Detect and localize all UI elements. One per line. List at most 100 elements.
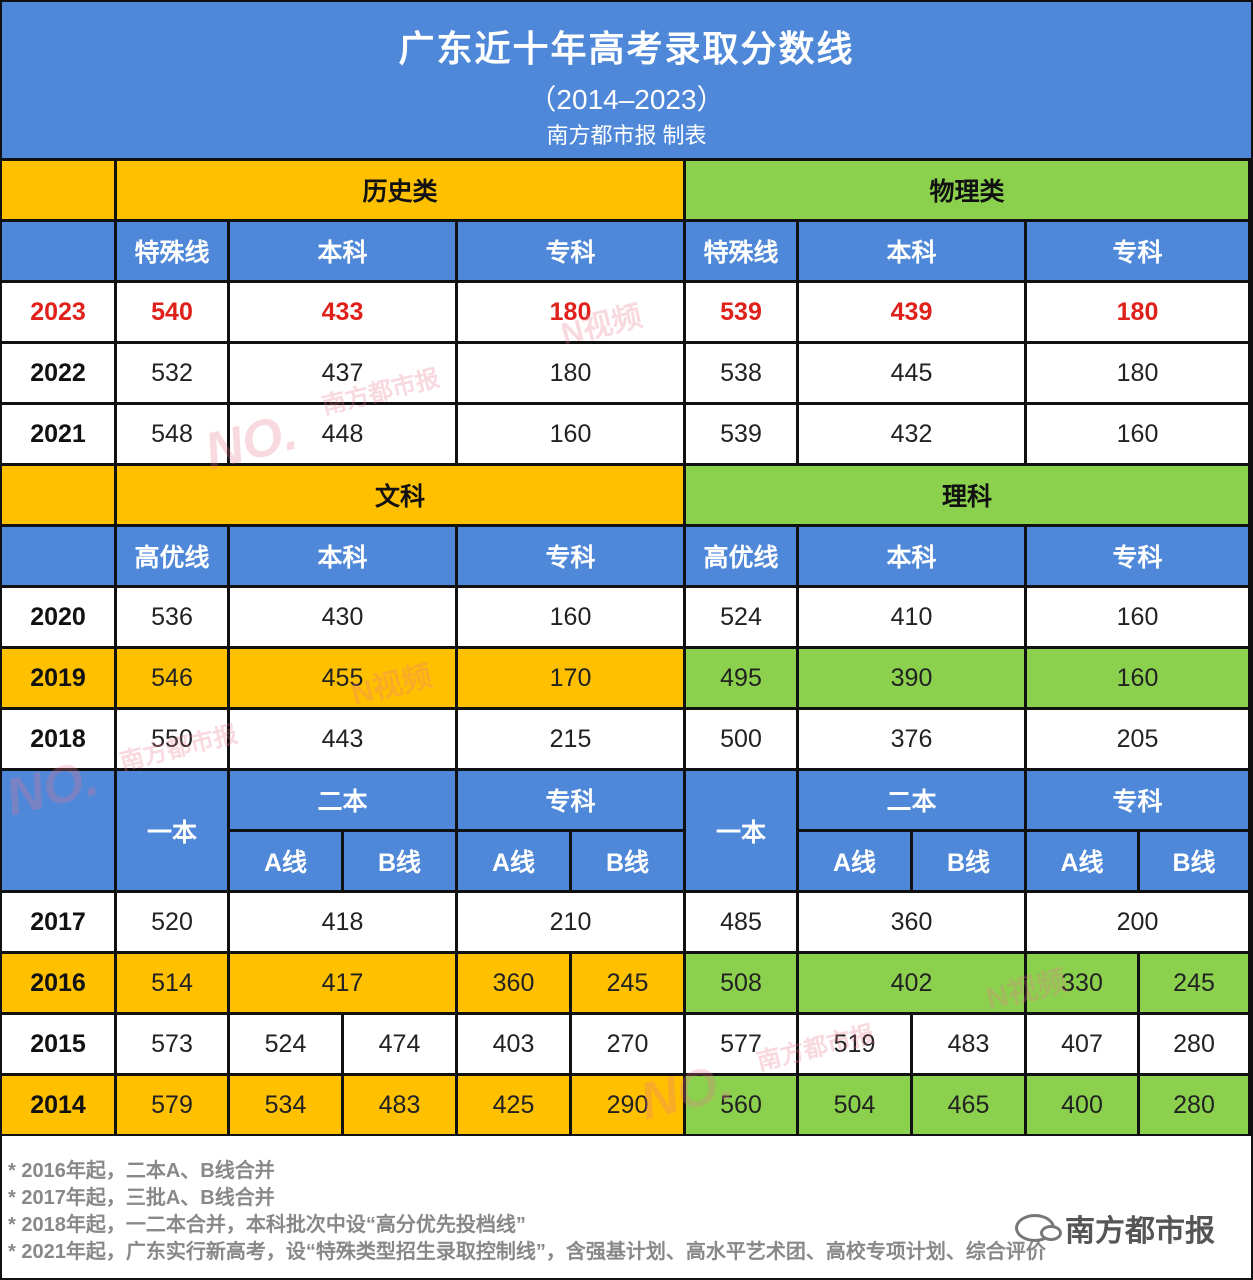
score-cell: 417 bbox=[230, 954, 455, 1012]
score-cell: 445 bbox=[799, 344, 1024, 402]
score-cell: 160 bbox=[458, 588, 683, 646]
score-cell: 437 bbox=[230, 344, 455, 402]
score-cell: 534 bbox=[230, 1076, 341, 1134]
score-cell: 483 bbox=[344, 1076, 455, 1134]
score-cell: 160 bbox=[1027, 588, 1248, 646]
score-cell: 160 bbox=[1027, 405, 1248, 463]
score-cell: 280 bbox=[1140, 1076, 1248, 1134]
sec2-subheader: 本科 bbox=[799, 527, 1024, 585]
score-cell: 500 bbox=[686, 710, 796, 768]
score-cell: 550 bbox=[117, 710, 227, 768]
score-cell: 180 bbox=[458, 344, 683, 402]
score-cell: 474 bbox=[344, 1015, 455, 1073]
year-cell: 2023 bbox=[2, 283, 114, 341]
score-cell: 455 bbox=[230, 649, 455, 707]
sec3-header-erben: 二本 bbox=[230, 771, 455, 829]
score-cell: 433 bbox=[230, 283, 455, 341]
sec3-header-b-line: B线 bbox=[913, 832, 1024, 890]
score-cell: 539 bbox=[686, 405, 796, 463]
score-cell: 504 bbox=[799, 1076, 910, 1134]
note-2: * 2017年起，三批A、B线合并 bbox=[8, 1187, 275, 1209]
sec1-subheader: 特殊线 bbox=[686, 222, 796, 280]
sec3-header-b-line: B线 bbox=[344, 832, 455, 890]
score-cell: 520 bbox=[117, 893, 227, 951]
sec1-subheader: 本科 bbox=[799, 222, 1024, 280]
sec3-header-yiben: 一本 bbox=[686, 771, 796, 890]
score-cell: 540 bbox=[117, 283, 227, 341]
sec2-subheader: 高优线 bbox=[686, 527, 796, 585]
sec3-header-zhuanke: 专科 bbox=[1027, 771, 1248, 829]
score-cell: 170 bbox=[458, 649, 683, 707]
score-cell: 330 bbox=[1027, 954, 1137, 1012]
score-cell: 407 bbox=[1027, 1015, 1137, 1073]
score-cell: 390 bbox=[799, 649, 1024, 707]
year-cell: 2018 bbox=[2, 710, 114, 768]
page-title: 广东近十年高考录取分数线 bbox=[398, 28, 855, 69]
score-cell: 432 bbox=[799, 405, 1024, 463]
year-cell: 2017 bbox=[2, 893, 114, 951]
sec3-corner bbox=[2, 771, 114, 890]
sec2-subheader: 本科 bbox=[230, 527, 455, 585]
score-cell: 524 bbox=[230, 1015, 341, 1073]
score-cell: 538 bbox=[686, 344, 796, 402]
score-cell: 180 bbox=[1027, 283, 1248, 341]
score-cell: 205 bbox=[1027, 710, 1248, 768]
score-cell: 483 bbox=[913, 1015, 1024, 1073]
score-cell: 579 bbox=[117, 1076, 227, 1134]
sec2-subheader: 专科 bbox=[1027, 527, 1248, 585]
score-cell: 546 bbox=[117, 649, 227, 707]
score-cell: 180 bbox=[458, 283, 683, 341]
note-1: * 2016年起，二本A、B线合并 bbox=[8, 1160, 275, 1182]
note-3: * 2018年起，一二本合并，本科批次中设“高分优先投档线” bbox=[8, 1214, 526, 1236]
sec3-header-zhuanke: 专科 bbox=[458, 771, 683, 829]
year-cell: 2020 bbox=[2, 588, 114, 646]
sec2-subcorner bbox=[2, 527, 114, 585]
sec3-header-b-line: B线 bbox=[1140, 832, 1248, 890]
sec2-group-right: 理科 bbox=[686, 466, 1248, 524]
sec3-header-a-line: A线 bbox=[230, 832, 341, 890]
score-cell: 376 bbox=[799, 710, 1024, 768]
year-cell: 2016 bbox=[2, 954, 114, 1012]
score-cell: 245 bbox=[1140, 954, 1248, 1012]
score-cell: 495 bbox=[686, 649, 796, 707]
sec3-header-a-line: A线 bbox=[458, 832, 569, 890]
sec1-corner bbox=[2, 161, 114, 219]
brand-name: 南方都市报 bbox=[1065, 1215, 1215, 1248]
score-cell: 215 bbox=[458, 710, 683, 768]
score-cell: 519 bbox=[799, 1015, 910, 1073]
year-cell: 2022 bbox=[2, 344, 114, 402]
sec2-subheader: 专科 bbox=[458, 527, 683, 585]
sec2-group-left: 文科 bbox=[117, 466, 683, 524]
score-cell: 425 bbox=[458, 1076, 569, 1134]
sec1-group-left: 历史类 bbox=[117, 161, 683, 219]
sec3-header-a-line: A线 bbox=[799, 832, 910, 890]
notes-panel: * 2016年起，二本A、B线合并 * 2017年起，三批A、B线合并 * 20… bbox=[2, 1136, 1251, 1278]
score-cell: 465 bbox=[913, 1076, 1024, 1134]
year-cell: 2019 bbox=[2, 649, 114, 707]
wechat-icon bbox=[1015, 1214, 1062, 1242]
score-cell: 200 bbox=[1027, 893, 1248, 951]
sec1-subheader: 专科 bbox=[458, 222, 683, 280]
year-cell: 2021 bbox=[2, 405, 114, 463]
table-header: 广东近十年高考录取分数线 （2014–2023） 南方都市报 制表 bbox=[2, 2, 1251, 158]
sec3-header-yiben: 一本 bbox=[117, 771, 227, 890]
score-cell: 430 bbox=[230, 588, 455, 646]
score-cell: 443 bbox=[230, 710, 455, 768]
score-cell: 536 bbox=[117, 588, 227, 646]
score-cell: 270 bbox=[572, 1015, 683, 1073]
score-cell: 577 bbox=[686, 1015, 796, 1073]
sec1-subheader: 专科 bbox=[1027, 222, 1248, 280]
score-cell: 180 bbox=[1027, 344, 1248, 402]
sec2-subheader: 高优线 bbox=[117, 527, 227, 585]
score-cell: 402 bbox=[799, 954, 1024, 1012]
score-cell: 439 bbox=[799, 283, 1024, 341]
score-cell: 418 bbox=[230, 893, 455, 951]
sec1-subheader: 本科 bbox=[230, 222, 455, 280]
score-cell: 410 bbox=[799, 588, 1024, 646]
score-cell: 448 bbox=[230, 405, 455, 463]
sec3-header-erben: 二本 bbox=[799, 771, 1024, 829]
score-cell: 548 bbox=[117, 405, 227, 463]
score-cell: 360 bbox=[799, 893, 1024, 951]
score-cell: 210 bbox=[458, 893, 683, 951]
